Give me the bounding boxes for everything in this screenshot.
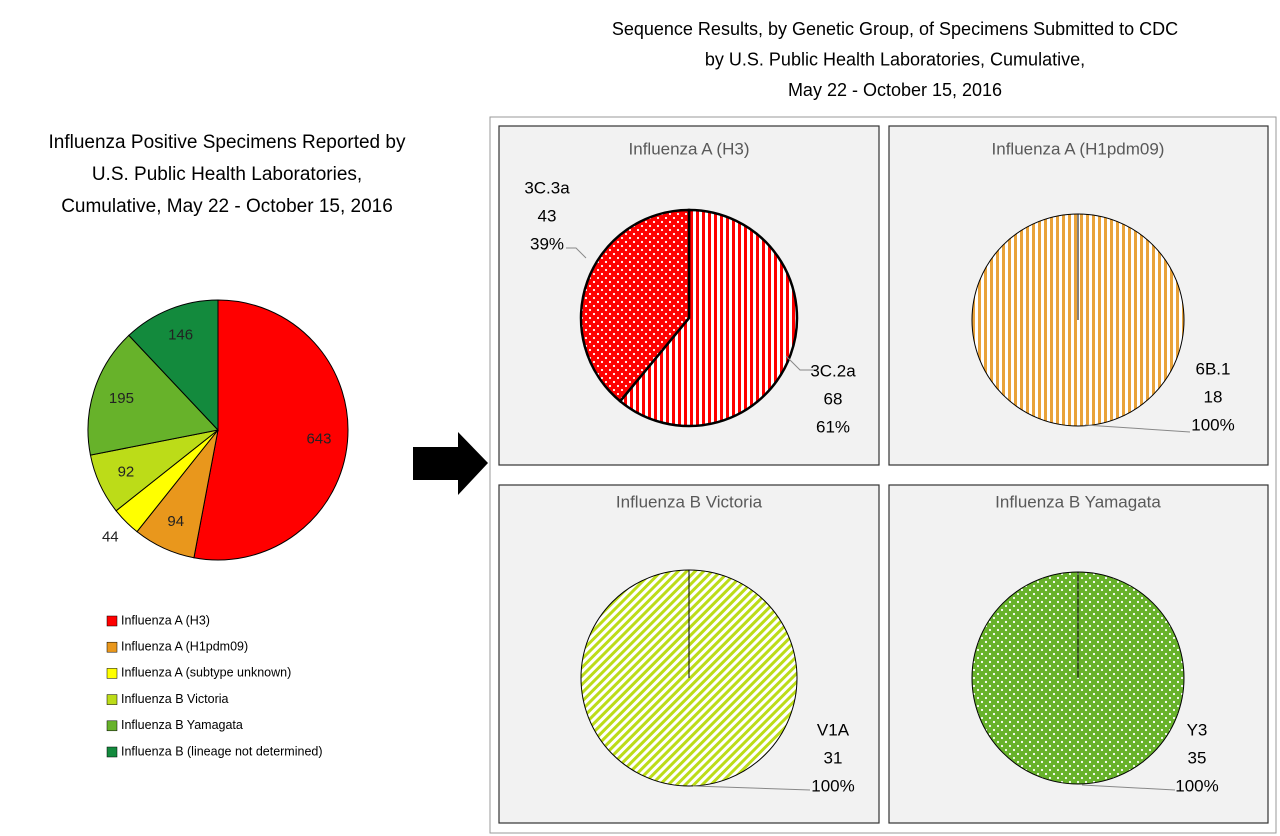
legend-swatch [106,668,118,679]
legend-label: Influenza B Victoria [121,692,229,706]
leader-line [566,247,587,259]
legend-label: Influenza A (H3) [121,613,210,627]
chart-title: Influenza A (H1pdm09) [992,139,1165,158]
legend-label: Influenza B Yamagata [121,718,243,732]
chart-title: U.S. Public Health Laboratories, [92,164,362,185]
data-label: 100% [1191,415,1234,434]
count-label: 35 [1188,748,1207,767]
count-label: 31 [824,748,843,767]
data-label: 94 [167,513,184,530]
legend-label: Influenza A (subtype unknown) [121,666,291,680]
count-label: 43 [538,206,557,225]
data-label: 39% [530,234,564,253]
data-label: 195 [109,390,134,407]
legend-swatch [106,641,118,653]
count-label: 68 [824,389,843,408]
legend-label: Influenza B (lineage not determined) [121,744,323,758]
category-label: 6B.1 [1196,359,1231,378]
pie-slice [193,299,349,561]
pie-slice [128,299,219,432]
data-label: 643 [306,430,331,447]
leader-line [785,355,815,371]
pie-slice [87,334,219,456]
chart-title: Influenza B Yamagata [995,492,1161,511]
chart-title: Influenza Positive Specimens Reported by [49,132,406,153]
data-label: 92 [118,463,135,480]
pie-slice [618,208,799,428]
leader-line [1081,784,1176,791]
data-label: 146 [168,327,193,344]
category-label: V1A [817,720,850,739]
arrow [413,432,488,495]
legend-label: Influenza A (H1pdm09) [121,639,248,653]
data-label: 44 [102,528,119,545]
panel-group-title: by U.S. Public Health Laboratories, Cumu… [705,49,1085,69]
chart-title: Influenza A (H3) [629,139,750,158]
legend-swatch [106,746,118,758]
panel-group-title: Sequence Results, by Genetic Group, of S… [612,19,1178,39]
pie-slice [579,208,691,403]
panel-group-title: May 22 - October 15, 2016 [788,80,1002,100]
data-label: 100% [811,776,854,795]
data-label: 61% [816,417,850,436]
legend-swatch [106,694,118,705]
legend-swatch [106,615,118,627]
data-label: 100% [1175,776,1218,795]
leader-line [692,785,811,791]
category-label: 3C.3a [524,178,570,197]
chart-title: Influenza B Victoria [616,492,763,511]
category-label: 3C.2a [810,361,856,380]
legend-swatch [106,720,118,732]
category-label: Y3 [1187,720,1208,739]
count-label: 18 [1204,387,1223,406]
chart-title: Cumulative, May 22 - October 15, 2016 [61,196,393,217]
leader-line [1084,424,1191,433]
